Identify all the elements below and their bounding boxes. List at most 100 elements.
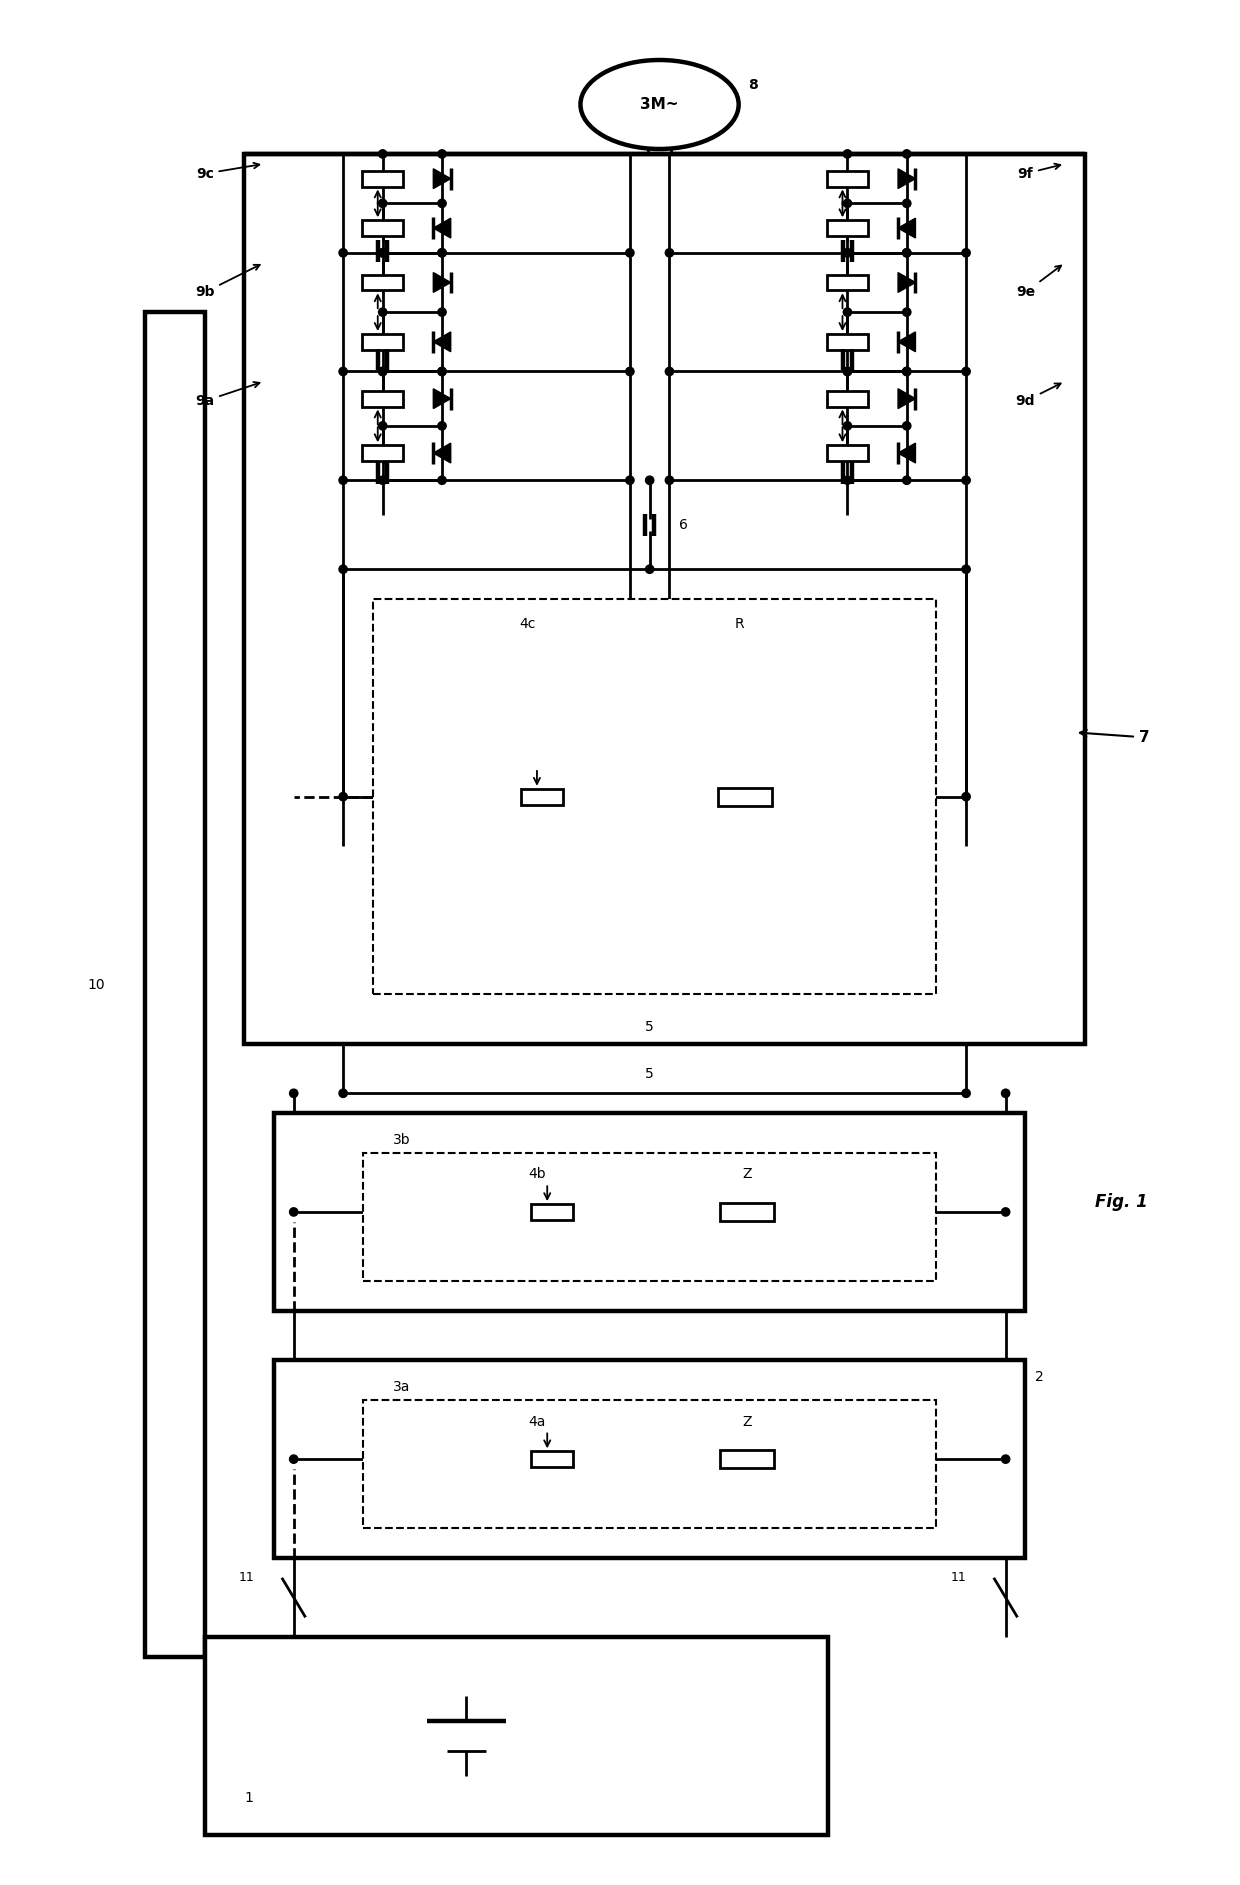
Circle shape <box>378 368 387 375</box>
Circle shape <box>903 307 911 317</box>
Circle shape <box>843 249 852 256</box>
Bar <box>532 1451 573 1467</box>
Text: 3a: 3a <box>393 1380 410 1395</box>
Text: 11: 11 <box>238 1572 254 1583</box>
Text: 7: 7 <box>1080 729 1149 745</box>
Circle shape <box>290 1208 298 1216</box>
Bar <box>827 390 868 407</box>
Polygon shape <box>898 170 915 189</box>
Polygon shape <box>433 388 450 409</box>
Circle shape <box>438 200 446 207</box>
Bar <box>244 155 1085 1044</box>
Circle shape <box>339 249 347 256</box>
Circle shape <box>962 792 970 801</box>
Bar <box>827 221 868 236</box>
Circle shape <box>903 249 911 256</box>
Bar <box>363 1401 936 1529</box>
Circle shape <box>339 792 347 801</box>
Circle shape <box>843 200 852 207</box>
Circle shape <box>962 368 970 375</box>
Text: 2: 2 <box>1035 1370 1044 1384</box>
Text: 9c: 9c <box>196 162 259 181</box>
Circle shape <box>843 477 852 484</box>
Text: 9f: 9f <box>1018 164 1060 181</box>
Polygon shape <box>433 219 450 238</box>
Text: 9b: 9b <box>195 266 259 300</box>
Circle shape <box>438 368 446 375</box>
Circle shape <box>626 368 634 375</box>
Circle shape <box>666 249 673 256</box>
Bar <box>145 313 205 1657</box>
Polygon shape <box>898 332 915 352</box>
Bar <box>205 1638 827 1834</box>
Circle shape <box>378 249 387 256</box>
Bar <box>720 1203 774 1221</box>
Polygon shape <box>433 332 450 352</box>
Text: Z: Z <box>743 1167 751 1182</box>
Bar <box>274 1361 1025 1559</box>
Circle shape <box>962 249 970 256</box>
Circle shape <box>626 477 634 484</box>
Polygon shape <box>433 443 450 464</box>
Circle shape <box>962 1090 970 1097</box>
Circle shape <box>378 422 387 430</box>
Bar <box>274 1112 1025 1310</box>
Circle shape <box>438 422 446 430</box>
Circle shape <box>378 249 387 256</box>
Bar <box>362 275 403 290</box>
Circle shape <box>903 149 911 158</box>
Circle shape <box>438 249 446 256</box>
Circle shape <box>843 368 852 375</box>
Circle shape <box>962 477 970 484</box>
Text: 9e: 9e <box>1016 266 1061 300</box>
Ellipse shape <box>580 60 739 149</box>
Circle shape <box>626 249 634 256</box>
Bar <box>362 334 403 351</box>
Circle shape <box>843 307 852 317</box>
Circle shape <box>339 368 347 375</box>
Circle shape <box>1002 1455 1009 1463</box>
Circle shape <box>438 249 446 256</box>
Bar <box>532 1205 573 1220</box>
Polygon shape <box>433 273 450 292</box>
Circle shape <box>1002 1208 1009 1216</box>
Bar <box>827 334 868 351</box>
Circle shape <box>438 307 446 317</box>
Bar <box>827 445 868 462</box>
Text: 3M~: 3M~ <box>640 96 678 111</box>
Text: Fig. 1: Fig. 1 <box>1095 1193 1147 1210</box>
Text: 6: 6 <box>680 518 688 532</box>
Circle shape <box>903 422 911 430</box>
Bar <box>362 390 403 407</box>
Text: 9d: 9d <box>1016 383 1060 409</box>
Circle shape <box>666 368 673 375</box>
Circle shape <box>378 477 387 484</box>
Text: 5: 5 <box>645 1067 653 1080</box>
Circle shape <box>378 200 387 207</box>
Text: 9a: 9a <box>195 383 259 409</box>
Circle shape <box>646 566 653 573</box>
Circle shape <box>290 1090 298 1097</box>
Polygon shape <box>898 388 915 409</box>
Bar <box>827 275 868 290</box>
Text: 4b: 4b <box>528 1167 546 1182</box>
Text: 11: 11 <box>950 1572 966 1583</box>
Text: 5: 5 <box>645 1020 653 1035</box>
Text: 8: 8 <box>749 77 759 92</box>
Circle shape <box>843 149 852 158</box>
Circle shape <box>843 249 852 256</box>
Circle shape <box>962 566 970 573</box>
Circle shape <box>843 368 852 375</box>
Circle shape <box>290 1455 298 1463</box>
Circle shape <box>903 200 911 207</box>
Text: R: R <box>735 616 745 631</box>
Polygon shape <box>898 273 915 292</box>
Circle shape <box>378 149 387 158</box>
Bar <box>362 445 403 462</box>
Text: 4a: 4a <box>528 1414 546 1429</box>
Circle shape <box>843 422 852 430</box>
Circle shape <box>903 249 911 256</box>
Bar <box>718 788 773 805</box>
Bar <box>362 221 403 236</box>
Circle shape <box>903 368 911 375</box>
